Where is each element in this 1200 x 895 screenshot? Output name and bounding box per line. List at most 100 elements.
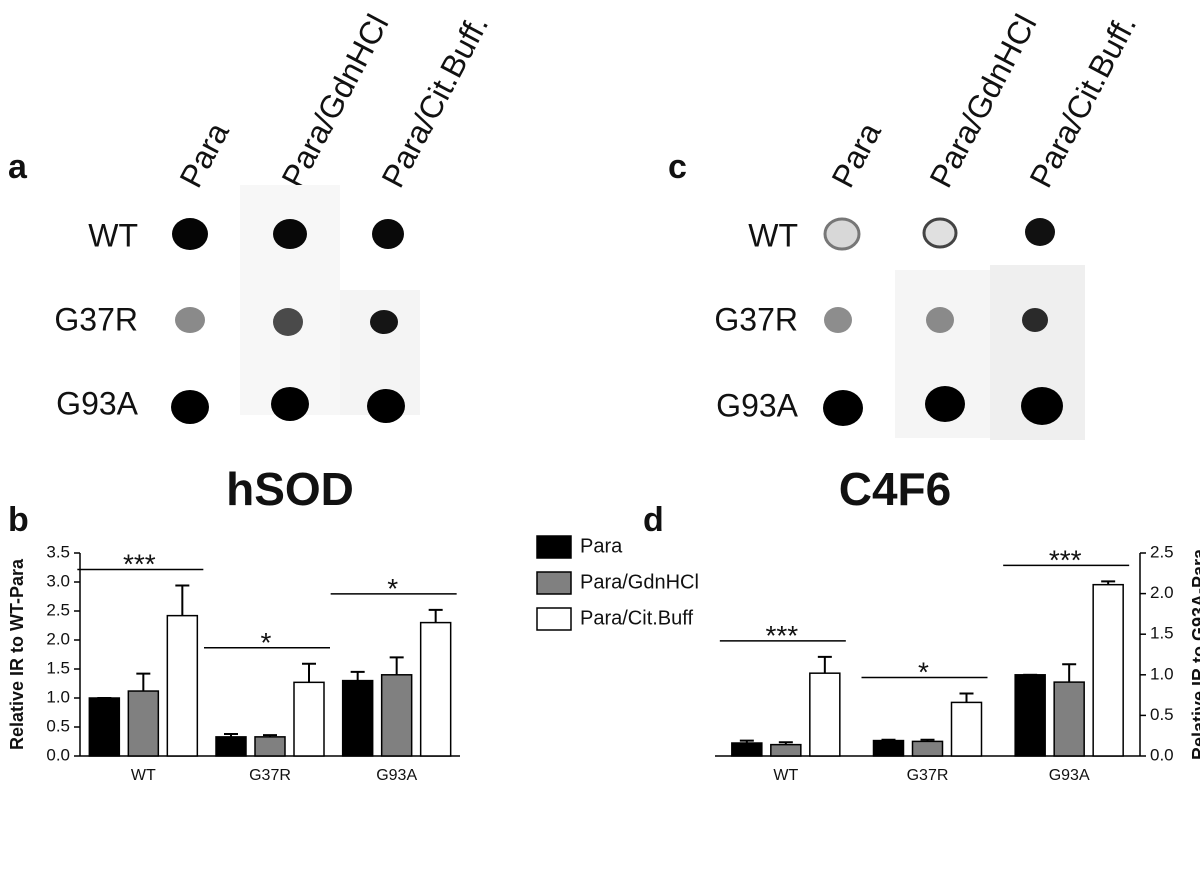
- legend-swatch: [536, 535, 572, 559]
- bar: [341, 679, 374, 757]
- blot-title: hSOD: [226, 463, 354, 515]
- y-axis-label: Relative IR to WT-Para: [7, 558, 27, 750]
- panel-letter: a: [8, 148, 28, 186]
- bar: [293, 681, 325, 757]
- significance-label: *: [918, 656, 929, 687]
- y-tick-label: 2.0: [1150, 583, 1174, 602]
- blot-dot: [273, 308, 303, 336]
- blot-dot: [1022, 308, 1048, 332]
- x-tick-label: G37R: [907, 767, 949, 784]
- bar: [88, 697, 121, 757]
- error-bar: [350, 670, 365, 681]
- bar: [872, 739, 905, 757]
- error-bar: [959, 692, 974, 703]
- error-bar: [302, 662, 316, 683]
- column-label: Para: [172, 117, 236, 194]
- y-tick-label: 2.5: [46, 600, 70, 619]
- panel-letter: d: [643, 501, 664, 539]
- y-tick-label: 1.5: [46, 658, 70, 677]
- bar: [911, 740, 944, 757]
- significance-label: *: [261, 627, 272, 658]
- blot-dot: [925, 386, 965, 422]
- y-tick-label: 0.5: [1150, 705, 1174, 724]
- blot-a: a Para Para/GdnHCl Para/Cit.Buff. WT G37…: [8, 8, 495, 515]
- bar: [1014, 674, 1046, 757]
- legend-label: Para/Cit.Buff: [580, 607, 693, 629]
- y-tick-label: 2.5: [1150, 542, 1174, 561]
- bar: [950, 701, 983, 757]
- y-tick-label: 3.5: [46, 542, 70, 561]
- blot-dot: [271, 387, 309, 421]
- y-tick-label: 1.5: [1150, 624, 1174, 643]
- bar: [731, 742, 763, 757]
- x-tick-label: WT: [131, 767, 156, 784]
- panel-letter: c: [668, 148, 687, 186]
- blot-dot: [370, 310, 398, 334]
- column-label: Para/GdnHCl: [274, 8, 395, 193]
- significance-label: ***: [765, 620, 798, 651]
- y-tick-label: 2.0: [46, 629, 70, 648]
- x-tick-label: G93A: [1049, 767, 1090, 784]
- x-tick-label: G37R: [249, 767, 291, 784]
- bar: [215, 736, 247, 757]
- blot-dot: [823, 390, 863, 426]
- blot-dot: [367, 389, 405, 423]
- blot-dot: [372, 219, 404, 249]
- row-label: G93A: [56, 385, 138, 421]
- legend-swatch: [536, 607, 572, 631]
- row-label: G37R: [54, 301, 138, 337]
- blot-dot: [175, 307, 205, 333]
- legend-label: Para: [580, 535, 623, 557]
- bar: [127, 690, 160, 757]
- error-bar: [389, 656, 404, 675]
- error-bar: [175, 584, 190, 616]
- blot-dot: [823, 217, 861, 251]
- significance-label: *: [387, 573, 398, 604]
- blot-dot: [171, 390, 209, 424]
- bar: [809, 672, 841, 757]
- blot-title: C4F6: [839, 463, 951, 515]
- panel-letter: b: [8, 501, 29, 539]
- error-bar: [1062, 663, 1077, 683]
- blot-dot: [824, 307, 852, 333]
- error-bar: [428, 608, 443, 623]
- x-tick-label: G93A: [376, 767, 417, 784]
- row-label: WT: [88, 217, 138, 253]
- x-tick-label: WT: [773, 767, 798, 784]
- bar: [254, 736, 286, 757]
- blot-dot: [922, 217, 958, 249]
- blot-dot: [926, 307, 954, 333]
- y-tick-label: 1.0: [1150, 664, 1174, 683]
- bar: [770, 743, 802, 757]
- y-tick-label: 1.0: [46, 687, 70, 706]
- y-tick-label: 0.0: [46, 745, 70, 764]
- column-label: Para/Cit.Buff.: [374, 9, 495, 193]
- bar: [1053, 681, 1085, 757]
- blot-dot: [1025, 218, 1055, 246]
- column-label: Para/Cit.Buff.: [1022, 9, 1143, 193]
- error-bar: [817, 655, 832, 674]
- blot-dot: [273, 219, 307, 249]
- row-label: G93A: [716, 387, 798, 423]
- y-tick-label: 0.0: [1150, 745, 1174, 764]
- error-bar: [136, 672, 151, 692]
- bar: [166, 614, 199, 757]
- blot-dot: [172, 218, 208, 250]
- row-label: G37R: [714, 301, 798, 337]
- significance-label: ***: [123, 548, 156, 579]
- row-label: WT: [748, 217, 798, 253]
- y-tick-label: 3.0: [46, 571, 70, 590]
- column-label: Para/GdnHCl: [922, 8, 1043, 193]
- significance-label: ***: [1049, 544, 1082, 575]
- bar: [419, 621, 452, 757]
- legend-label: Para/GdnHCl: [580, 571, 699, 593]
- blot-dot: [1021, 387, 1063, 425]
- y-axis-label: Relative IR to G93A-Para: [1189, 548, 1200, 760]
- column-label: Para: [824, 117, 888, 194]
- bar: [380, 674, 413, 757]
- legend-swatch: [536, 571, 572, 595]
- bar: [1092, 583, 1124, 757]
- blot-c: c Para Para/GdnHCl Para/Cit.Buff. WT G37…: [668, 8, 1143, 515]
- y-tick-label: 0.5: [46, 716, 70, 735]
